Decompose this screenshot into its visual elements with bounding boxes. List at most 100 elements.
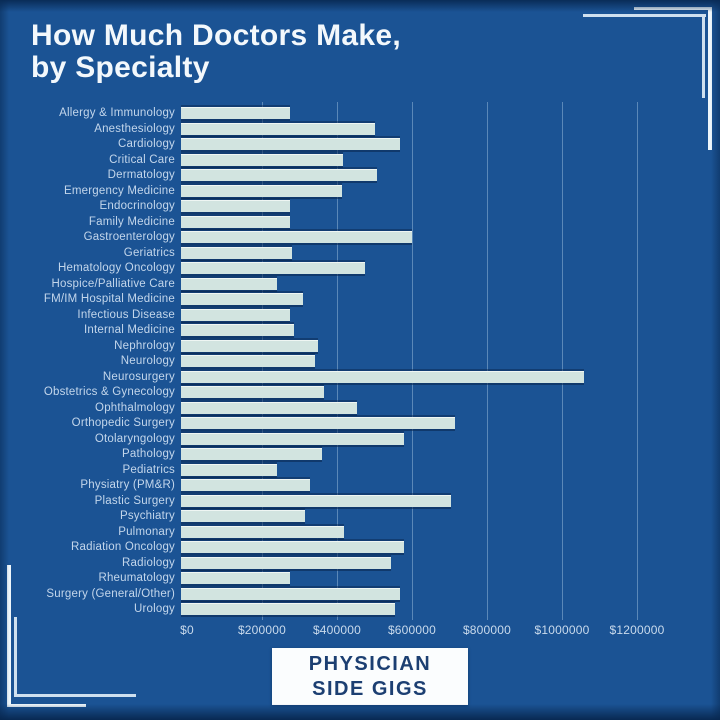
bar-row: Geriatrics: [0, 245, 720, 261]
bar-row: Psychiatry: [0, 508, 720, 524]
bar-row: Obstetrics & Gynecology: [0, 384, 720, 400]
category-label: Orthopedic Surgery: [71, 417, 175, 430]
category-label: Allergy & Immunology: [59, 107, 175, 120]
bar-chart: Allergy & Immunology Anesthesiology Cardio…: [0, 102, 720, 642]
bracket-line: [14, 617, 17, 697]
category-label: FM/IM Hospital Medicine: [43, 293, 175, 306]
page-title: How Much Doctors Make, by Specialty: [31, 20, 401, 84]
bar: [181, 184, 342, 197]
category-label: Infectious Disease: [77, 308, 175, 321]
bar: [181, 246, 292, 259]
bar: [181, 355, 316, 368]
bar-row: Hematology Oncology: [0, 260, 720, 276]
bar: [181, 556, 391, 569]
x-axis-tick-labels: $0 $200000 $400000 $600000 $800000 $1000000 $1…: [0, 623, 720, 639]
category-label: Urology: [133, 603, 175, 616]
category-label: Gastroenterology: [83, 231, 175, 244]
bar: [181, 339, 318, 352]
x-tick-label: $800000: [462, 623, 512, 637]
bar-row: Pulmonary: [0, 524, 720, 540]
bar: [181, 262, 365, 275]
category-label: Radiation Oncology: [71, 541, 175, 554]
category-label: Endocrinology: [99, 200, 175, 213]
x-tick-label: $200000: [237, 623, 287, 637]
category-label: Geriatrics: [123, 246, 175, 259]
bar: [181, 417, 455, 430]
x-tick-label: $0: [180, 623, 194, 637]
bracket-line: [14, 694, 136, 697]
bar-row: Neurology: [0, 353, 720, 369]
bar: [181, 448, 322, 461]
bracket-line: [702, 14, 705, 98]
category-label: Ophthalmology: [95, 401, 175, 414]
badge-line1: PHYSICIAN: [308, 652, 432, 675]
bar-rows: Allergy & Immunology Anesthesiology Cardio…: [0, 105, 720, 617]
bar-row: Endocrinology: [0, 198, 720, 214]
category-label: Family Medicine: [88, 215, 175, 228]
bar: [181, 541, 405, 554]
bar: [181, 603, 395, 616]
bar-row: Otolaryngology: [0, 431, 720, 447]
category-label: Internal Medicine: [84, 324, 175, 337]
bar-row: Physiatry (PM&R): [0, 477, 720, 493]
category-label: Critical Care: [109, 153, 175, 166]
x-tick-label: $1000000: [534, 623, 590, 637]
bar: [181, 401, 358, 414]
bracket-line: [634, 7, 712, 10]
category-label: Pathology: [122, 448, 175, 461]
bar: [181, 293, 303, 306]
bar-row: Cardiology: [0, 136, 720, 152]
bar: [181, 277, 277, 290]
bar-row: Neurosurgery: [0, 369, 720, 385]
bar: [181, 231, 412, 244]
category-label: Obstetrics & Gynecology: [43, 386, 175, 399]
bracket-line: [8, 704, 86, 707]
bar-row: Surgery (General/Other): [0, 586, 720, 602]
category-label: Hematology Oncology: [58, 262, 175, 275]
category-label: Psychiatry: [119, 510, 175, 523]
bar-row: Internal Medicine: [0, 322, 720, 338]
bar: [181, 572, 290, 585]
bar-row: FM/IM Hospital Medicine: [0, 291, 720, 307]
bar-row: Plastic Surgery: [0, 493, 720, 509]
bar: [181, 153, 344, 166]
bar-row: Critical Care: [0, 152, 720, 168]
bar: [181, 479, 311, 492]
physician-side-gigs-badge: PHYSICIAN SIDE GIGS: [272, 648, 468, 705]
category-label: Radiology: [122, 556, 175, 569]
bracket-line: [583, 14, 706, 17]
bar: [181, 215, 290, 228]
bar-row: Allergy & Immunology: [0, 105, 720, 121]
category-label: Emergency Medicine: [64, 184, 175, 197]
category-label: Hospice/Palliative Care: [51, 277, 175, 290]
bar: [181, 386, 324, 399]
category-label: Dermatology: [107, 169, 175, 182]
bar: [181, 107, 290, 120]
bar: [181, 169, 377, 182]
category-label: Neurosurgery: [102, 370, 175, 383]
category-label: Nephrology: [114, 339, 175, 352]
bar: [181, 463, 277, 476]
bar-row: Radiology: [0, 555, 720, 571]
x-tick-label: $1200000: [609, 623, 665, 637]
category-label: Anesthesiology: [94, 122, 175, 135]
x-tick-label: $600000: [387, 623, 437, 637]
bar: [181, 525, 345, 538]
x-tick-label: $400000: [312, 623, 362, 637]
bar: [181, 138, 400, 151]
bar-row: Rheumatology: [0, 570, 720, 586]
bar: [181, 122, 376, 135]
bar: [181, 494, 451, 507]
bar: [181, 587, 401, 600]
bar: [181, 370, 585, 383]
category-label: Physiatry (PM&R): [80, 479, 175, 492]
category-label: Surgery (General/Other): [46, 587, 175, 600]
category-label: Rheumatology: [98, 572, 175, 585]
bar-row: Ophthalmology: [0, 400, 720, 416]
bar-row: Emergency Medicine: [0, 183, 720, 199]
bar-row: Pediatrics: [0, 462, 720, 478]
bracket-line: [7, 565, 11, 707]
bar: [181, 432, 405, 445]
bar-row: Gastroenterology: [0, 229, 720, 245]
bar: [181, 324, 294, 337]
